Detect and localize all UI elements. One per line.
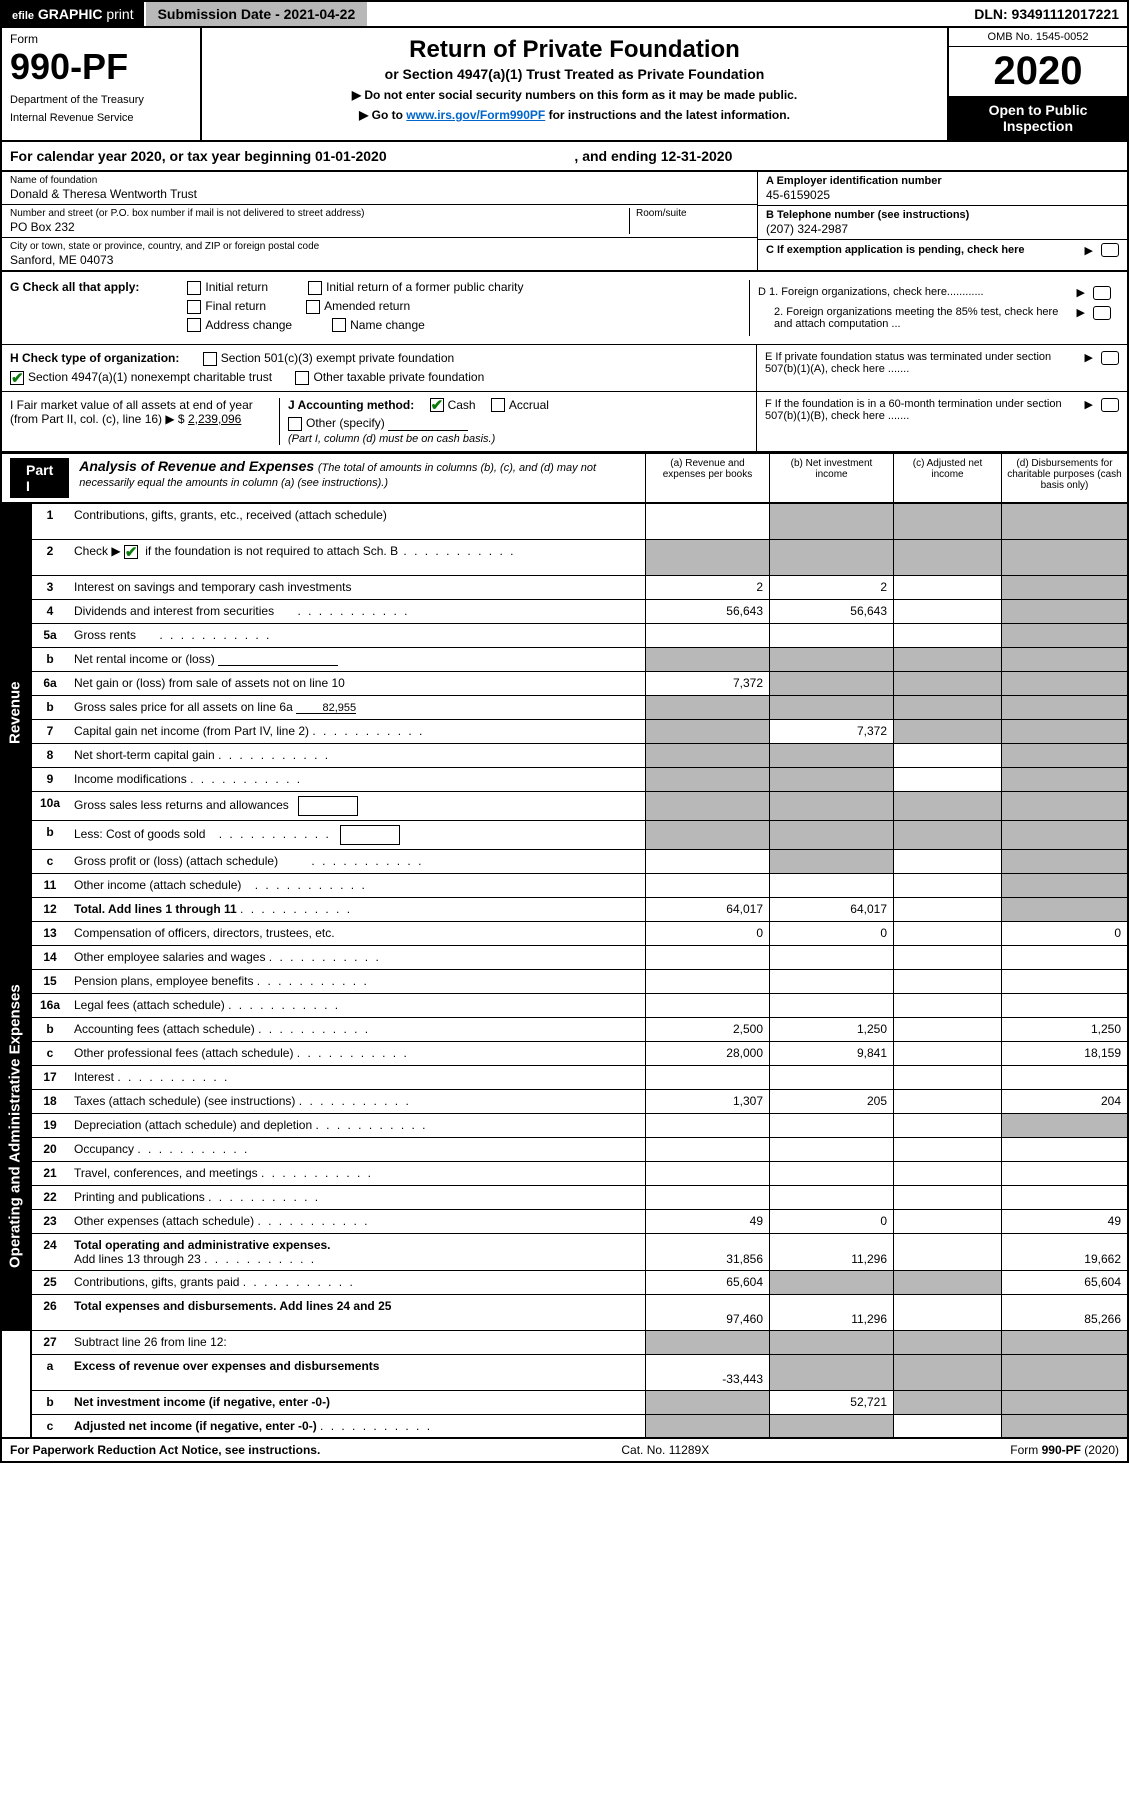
efile-label-3: print — [106, 6, 133, 22]
checkbox-d1[interactable] — [1093, 286, 1111, 300]
info-section: Name of foundation Donald & Theresa Went… — [0, 172, 1129, 272]
efile-label-2: GRAPHIC — [38, 6, 103, 22]
submission-date: Submission Date - 2021-04-22 — [146, 2, 368, 26]
footer-left: For Paperwork Reduction Act Notice, see … — [10, 1443, 320, 1457]
expenses-side-label: Operating and Administrative Expenses — [0, 922, 30, 1331]
d2-row: 2. Foreign organizations meeting the 85%… — [758, 306, 1111, 330]
check-section: G Check all that apply: Initial return I… — [0, 272, 1129, 453]
part1-header-row: Part I Analysis of Revenue and Expenses … — [0, 453, 1129, 504]
checkbox-name-change[interactable] — [332, 318, 346, 332]
part1-badge: Part I — [10, 458, 69, 498]
checkbox-final-return[interactable] — [187, 300, 201, 314]
checkbox-4947a1[interactable] — [10, 371, 24, 385]
topbar: efile GRAPHIC print Submission Date - 20… — [0, 0, 1129, 28]
checkbox-initial-public[interactable] — [308, 281, 322, 295]
tax-year: 2020 — [949, 47, 1127, 96]
efile-badge: efile GRAPHIC print — [2, 2, 144, 26]
checkbox-address-change[interactable] — [187, 318, 201, 332]
phone-cell: B Telephone number (see instructions) (2… — [758, 206, 1127, 240]
dept-irs: Internal Revenue Service — [10, 112, 192, 124]
arrow-icon: ▶ — [1077, 306, 1085, 319]
e-section: E If private foundation status was termi… — [757, 345, 1127, 391]
address-cell: Number and street (or P.O. box number if… — [2, 205, 757, 238]
col-a-header: (a) Revenue and expenses per books — [645, 454, 769, 502]
form-number: 990-PF — [10, 46, 192, 88]
checkbox-schb[interactable] — [124, 545, 138, 559]
checkbox-other-method[interactable] — [288, 417, 302, 431]
checkbox-d2[interactable] — [1093, 306, 1111, 320]
form-note-2: ▶ Go to www.irs.gov/Form990PF for instru… — [210, 108, 939, 122]
col-b-header: (b) Net investment income — [769, 454, 893, 502]
form-title: Return of Private Foundation — [210, 36, 939, 64]
footer-cat: Cat. No. 11289X — [320, 1443, 1010, 1457]
revenue-section: Revenue 1Contributions, gifts, grants, e… — [0, 504, 1129, 922]
exemption-cell: C If exemption application is pending, c… — [758, 240, 1127, 260]
form-link[interactable]: www.irs.gov/Form990PF — [406, 108, 545, 122]
f-section: F If the foundation is in a 60-month ter… — [757, 392, 1127, 452]
i-j-section: I Fair market value of all assets at end… — [2, 392, 757, 452]
h-section: H Check type of organization: Section 50… — [2, 345, 757, 391]
form-header: Form 990-PF Department of the Treasury I… — [0, 28, 1129, 142]
dept-treasury: Department of the Treasury — [10, 94, 192, 106]
form-label: Form — [10, 32, 192, 46]
dln: DLN: 93491112017221 — [966, 2, 1127, 26]
fmv-value: 2,239,096 — [188, 412, 241, 426]
expenses-section: Operating and Administrative Expenses 13… — [0, 922, 1129, 1331]
footer: For Paperwork Reduction Act Notice, see … — [0, 1439, 1129, 1463]
form-subtitle: or Section 4947(a)(1) Trust Treated as P… — [210, 66, 939, 82]
revenue-side-label: Revenue — [0, 504, 30, 922]
footer-form: Form 990-PF (2020) — [1010, 1443, 1119, 1457]
row-27-section: 27Subtract line 26 from line 12: aExcess… — [0, 1331, 1129, 1439]
calendar-year-row: For calendar year 2020, or tax year begi… — [0, 142, 1129, 172]
foundation-name-cell: Name of foundation Donald & Theresa Went… — [2, 172, 757, 205]
open-public-badge: Open to Public Inspection — [949, 96, 1127, 140]
city-cell: City or town, state or province, country… — [2, 238, 757, 270]
ein-cell: A Employer identification number 45-6159… — [758, 172, 1127, 206]
arrow-icon: ▶ — [1085, 351, 1093, 364]
form-note-1: ▶ Do not enter social security numbers o… — [210, 88, 939, 102]
checkbox-amended[interactable] — [306, 300, 320, 314]
checkbox-initial-return[interactable] — [187, 281, 201, 295]
g-label: G Check all that apply: — [10, 280, 139, 336]
checkbox-501c3[interactable] — [203, 352, 217, 366]
arrow-icon: ▶ — [1077, 286, 1085, 299]
checkbox-c[interactable] — [1101, 243, 1119, 257]
d1-row: D 1. Foreign organizations, check here..… — [758, 286, 1111, 300]
arrow-icon: ▶ — [1085, 398, 1093, 411]
checkbox-cash[interactable] — [430, 398, 444, 412]
omb-number: OMB No. 1545-0052 — [949, 28, 1127, 47]
checkbox-f[interactable] — [1101, 398, 1119, 412]
checkbox-accrual[interactable] — [491, 398, 505, 412]
col-c-header: (c) Adjusted net income — [893, 454, 1001, 502]
checkbox-e[interactable] — [1101, 351, 1119, 365]
checkbox-other-taxable[interactable] — [295, 371, 309, 385]
col-d-header: (d) Disbursements for charitable purpose… — [1001, 454, 1127, 502]
arrow-icon: ▶ — [1085, 244, 1093, 257]
efile-label-1: efile — [12, 10, 34, 22]
